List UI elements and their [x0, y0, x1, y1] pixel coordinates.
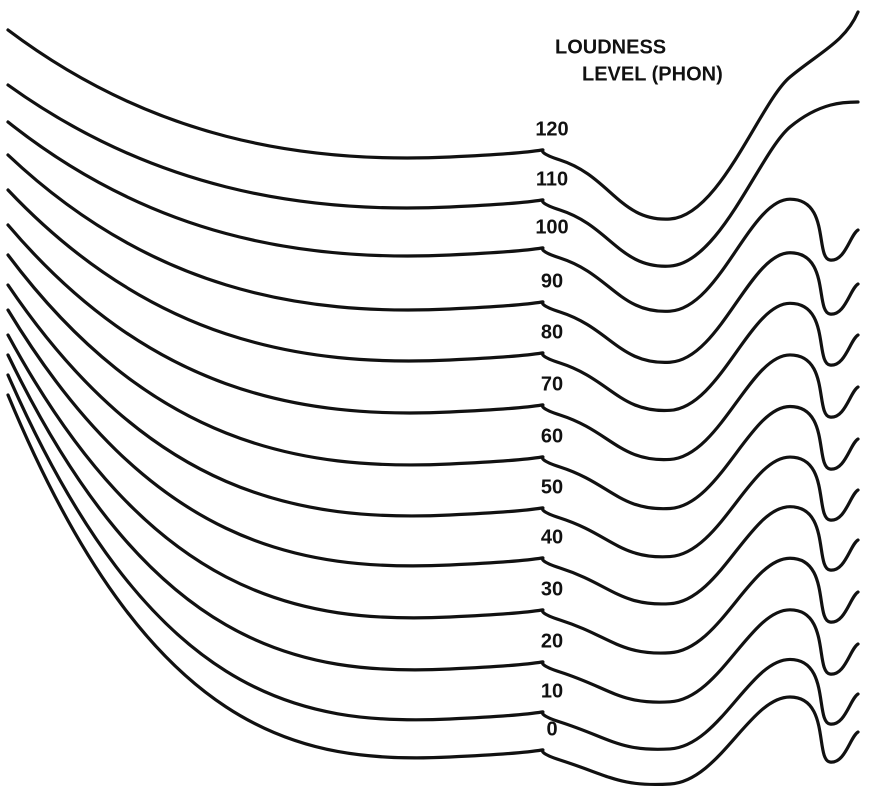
loudness-curve — [6, 333, 860, 655]
curve-label: 30 — [541, 578, 563, 600]
loudness-curve — [6, 223, 860, 462]
curve-label: 110 — [536, 168, 568, 190]
loudness-curve — [6, 393, 860, 787]
curve-label: 80 — [541, 321, 563, 343]
curve-label: 50 — [541, 476, 563, 498]
curve-label: 120 — [535, 118, 568, 140]
loudness-curve — [6, 188, 860, 412]
curve-label: 20 — [541, 630, 563, 652]
curve-label: 0 — [546, 718, 557, 740]
title-line: LOUDNESS — [555, 36, 666, 58]
curve-label: 90 — [541, 270, 563, 292]
loudness-curve — [6, 283, 860, 559]
loudness-curve — [6, 83, 860, 268]
loudness-curve — [6, 308, 860, 606]
curve-label: 70 — [541, 373, 563, 395]
loudness-curve — [6, 353, 860, 704]
curve-label: 100 — [535, 216, 568, 238]
loudness-curve — [6, 253, 860, 511]
loudness-curve — [6, 373, 860, 751]
loudness-curve — [6, 153, 860, 364]
loudness-curve — [6, 120, 860, 313]
curve-label: 10 — [541, 680, 563, 702]
loudness-curve — [6, 10, 860, 221]
curve-label: 60 — [541, 425, 563, 447]
curve-label: 40 — [541, 526, 563, 548]
title-line: LEVEL (PHON) — [582, 63, 723, 85]
